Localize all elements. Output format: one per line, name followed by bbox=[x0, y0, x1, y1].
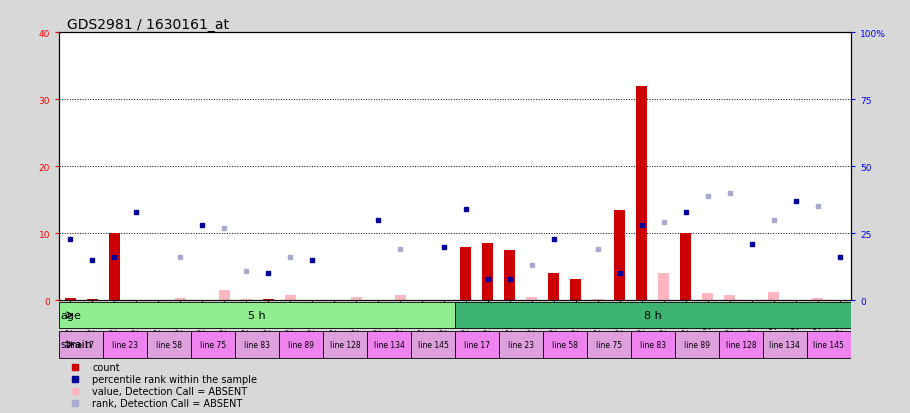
Bar bbox=[527, 297, 538, 300]
Text: GDS2981 / 1630161_at: GDS2981 / 1630161_at bbox=[67, 18, 229, 32]
FancyBboxPatch shape bbox=[59, 302, 455, 328]
Bar bbox=[614, 210, 625, 300]
Text: line 134: line 134 bbox=[374, 340, 404, 349]
FancyBboxPatch shape bbox=[147, 331, 191, 358]
FancyBboxPatch shape bbox=[455, 302, 851, 328]
Text: line 128: line 128 bbox=[329, 340, 360, 349]
FancyBboxPatch shape bbox=[279, 331, 323, 358]
Bar bbox=[724, 295, 735, 300]
Bar bbox=[218, 290, 229, 300]
Text: age: age bbox=[60, 310, 81, 320]
Text: line 58: line 58 bbox=[552, 340, 578, 349]
Text: line 75: line 75 bbox=[200, 340, 227, 349]
Bar bbox=[395, 295, 406, 300]
Bar bbox=[263, 299, 274, 300]
FancyBboxPatch shape bbox=[191, 331, 235, 358]
FancyBboxPatch shape bbox=[719, 331, 763, 358]
FancyBboxPatch shape bbox=[807, 331, 851, 358]
Text: line 145: line 145 bbox=[814, 340, 844, 349]
Text: line 75: line 75 bbox=[596, 340, 622, 349]
Text: line 17: line 17 bbox=[68, 340, 94, 349]
Bar bbox=[86, 299, 97, 300]
Bar bbox=[175, 299, 186, 300]
Text: rank, Detection Call = ABSENT: rank, Detection Call = ABSENT bbox=[93, 398, 243, 408]
Text: line 134: line 134 bbox=[770, 340, 800, 349]
FancyBboxPatch shape bbox=[587, 331, 631, 358]
Bar bbox=[549, 274, 560, 300]
Bar bbox=[592, 299, 603, 300]
Text: line 89: line 89 bbox=[288, 340, 314, 349]
Text: 8 h: 8 h bbox=[644, 310, 662, 320]
Bar bbox=[703, 294, 713, 300]
Bar bbox=[813, 299, 824, 300]
Text: value, Detection Call = ABSENT: value, Detection Call = ABSENT bbox=[93, 386, 248, 396]
Bar bbox=[460, 247, 471, 300]
Bar bbox=[285, 295, 296, 300]
Bar bbox=[350, 297, 361, 300]
Text: percentile rank within the sample: percentile rank within the sample bbox=[93, 374, 258, 384]
Bar bbox=[504, 250, 515, 300]
Text: line 145: line 145 bbox=[418, 340, 449, 349]
FancyBboxPatch shape bbox=[499, 331, 543, 358]
Text: line 89: line 89 bbox=[684, 340, 710, 349]
FancyBboxPatch shape bbox=[763, 331, 807, 358]
Text: line 17: line 17 bbox=[464, 340, 490, 349]
FancyBboxPatch shape bbox=[675, 331, 719, 358]
Text: count: count bbox=[93, 363, 120, 373]
Text: line 83: line 83 bbox=[640, 340, 666, 349]
Bar bbox=[240, 299, 251, 300]
Bar bbox=[482, 244, 493, 300]
FancyBboxPatch shape bbox=[367, 331, 411, 358]
FancyBboxPatch shape bbox=[103, 331, 147, 358]
Bar bbox=[768, 292, 779, 300]
Bar bbox=[65, 299, 76, 300]
Bar bbox=[659, 274, 670, 300]
FancyBboxPatch shape bbox=[235, 331, 279, 358]
Bar bbox=[636, 86, 647, 300]
Bar bbox=[571, 279, 581, 300]
FancyBboxPatch shape bbox=[323, 331, 367, 358]
Bar bbox=[108, 234, 119, 300]
FancyBboxPatch shape bbox=[59, 331, 103, 358]
Text: line 83: line 83 bbox=[244, 340, 270, 349]
Text: line 23: line 23 bbox=[112, 340, 138, 349]
Text: 5 h: 5 h bbox=[248, 310, 266, 320]
FancyBboxPatch shape bbox=[631, 331, 675, 358]
FancyBboxPatch shape bbox=[411, 331, 455, 358]
Text: line 23: line 23 bbox=[508, 340, 534, 349]
Text: line 128: line 128 bbox=[725, 340, 756, 349]
Bar bbox=[681, 234, 692, 300]
Text: line 58: line 58 bbox=[157, 340, 182, 349]
FancyBboxPatch shape bbox=[543, 331, 587, 358]
FancyBboxPatch shape bbox=[455, 331, 499, 358]
Text: strain: strain bbox=[60, 339, 92, 349]
